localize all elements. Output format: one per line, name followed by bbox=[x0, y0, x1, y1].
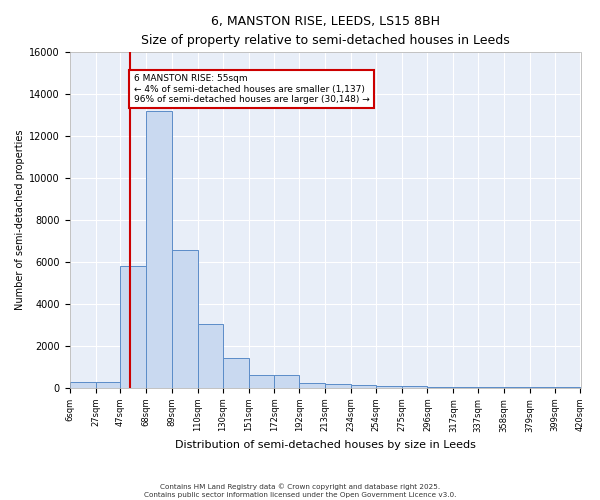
Bar bbox=[351, 385, 376, 388]
Bar bbox=[248, 376, 274, 388]
Y-axis label: Number of semi-detached properties: Number of semi-detached properties bbox=[15, 130, 25, 310]
Bar bbox=[504, 387, 530, 388]
Bar bbox=[401, 386, 427, 388]
Text: Contains HM Land Registry data © Crown copyright and database right 2025.
Contai: Contains HM Land Registry data © Crown c… bbox=[144, 484, 456, 498]
Bar bbox=[223, 358, 248, 388]
Bar bbox=[454, 387, 478, 388]
Bar bbox=[146, 111, 172, 388]
Bar bbox=[274, 376, 299, 388]
Bar bbox=[70, 382, 95, 388]
X-axis label: Distribution of semi-detached houses by size in Leeds: Distribution of semi-detached houses by … bbox=[175, 440, 476, 450]
Bar bbox=[95, 382, 120, 388]
Title: 6, MANSTON RISE, LEEDS, LS15 8BH
Size of property relative to semi-detached hous: 6, MANSTON RISE, LEEDS, LS15 8BH Size of… bbox=[140, 15, 509, 47]
Bar bbox=[325, 384, 351, 388]
Bar bbox=[478, 387, 504, 388]
Bar bbox=[120, 266, 146, 388]
Text: 6 MANSTON RISE: 55sqm
← 4% of semi-detached houses are smaller (1,137)
96% of se: 6 MANSTON RISE: 55sqm ← 4% of semi-detac… bbox=[134, 74, 370, 104]
Bar bbox=[299, 382, 325, 388]
Bar bbox=[427, 387, 454, 388]
Bar bbox=[530, 387, 554, 388]
Bar bbox=[172, 250, 198, 388]
Bar bbox=[554, 387, 580, 388]
Bar bbox=[376, 386, 401, 388]
Bar bbox=[198, 324, 223, 388]
